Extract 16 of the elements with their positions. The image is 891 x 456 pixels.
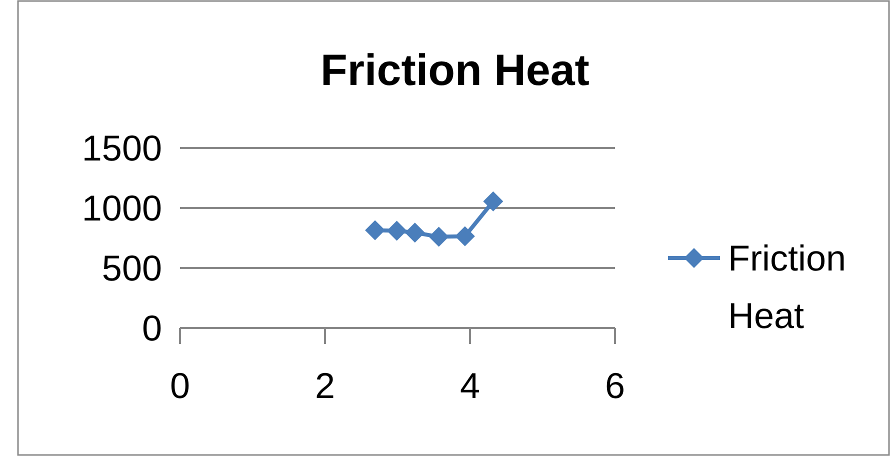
chart-title: Friction Heat — [320, 46, 590, 95]
x-tick-label: 2 — [314, 365, 336, 406]
point — [483, 191, 504, 212]
y-tick-label: 1000 — [82, 188, 162, 229]
x-tick-label: 0 — [170, 365, 190, 406]
point — [428, 226, 449, 247]
point — [454, 226, 475, 246]
point — [365, 220, 386, 240]
y-tick-label: 0 — [142, 308, 162, 349]
legend-label: Friction Heat — [728, 238, 846, 336]
y-tick-label: 500 — [102, 248, 162, 289]
x-tick-label: 6 — [604, 365, 626, 406]
x-tick-label: 4 — [460, 365, 480, 406]
point — [386, 220, 407, 241]
point — [404, 222, 425, 243]
y-tick-label: 1500 — [82, 128, 162, 169]
